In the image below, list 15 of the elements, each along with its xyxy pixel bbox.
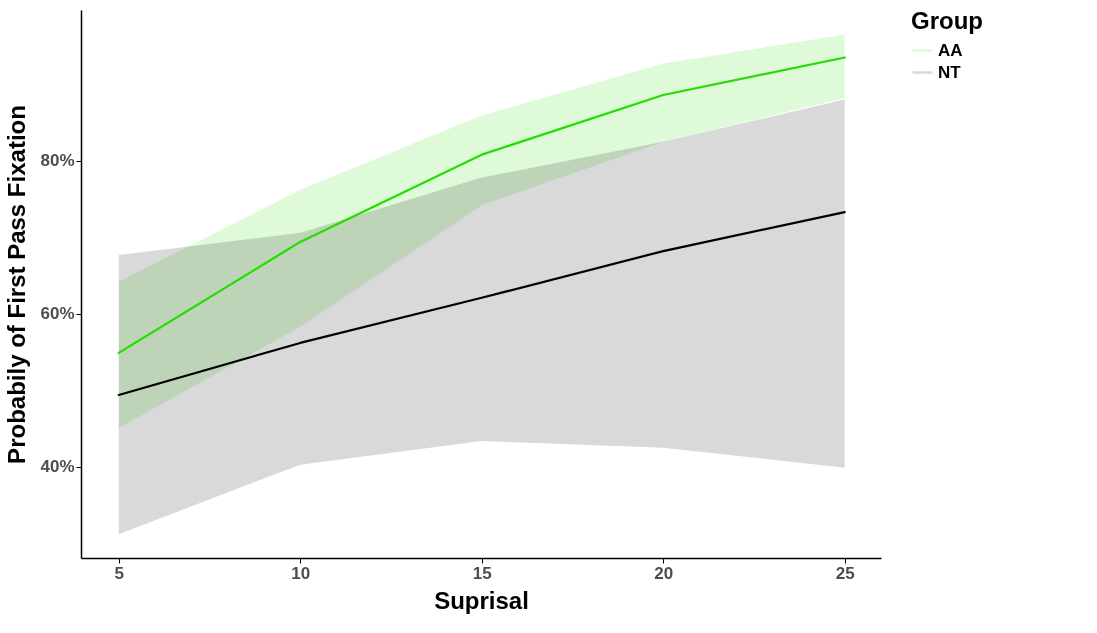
legend-label: AA — [938, 40, 963, 60]
line-series — [117, 210, 846, 397]
x-tick-label: 25 — [835, 563, 855, 583]
line-series — [117, 56, 846, 354]
x-tick-label: 10 — [291, 563, 311, 583]
y-tick-label: 40% — [40, 457, 75, 477]
x-tick-label: 20 — [654, 563, 674, 583]
y-tick-label: 80% — [40, 151, 75, 171]
y-axis-title: Probabily of First Pass Fixation — [3, 105, 31, 464]
x-tick-label: 15 — [472, 563, 492, 583]
x-tick-label: 5 — [114, 563, 124, 583]
legend-label: NT — [938, 62, 962, 82]
legend-title: Group — [911, 7, 983, 34]
y-tick-label: 60% — [40, 304, 75, 324]
x-axis-title: Suprisal — [434, 586, 529, 614]
